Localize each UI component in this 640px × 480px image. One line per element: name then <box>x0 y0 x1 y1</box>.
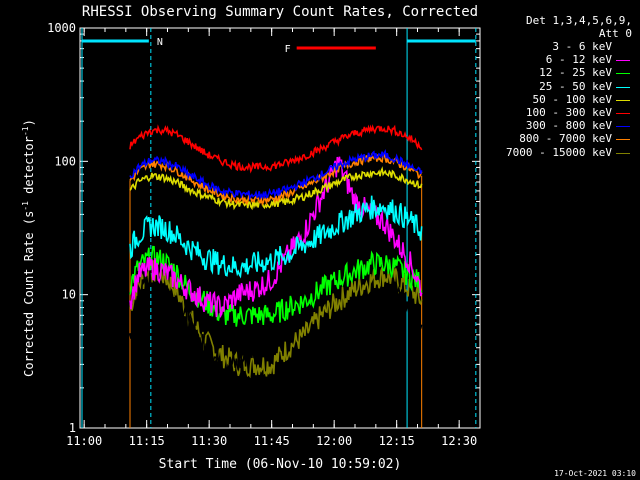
legend-entry: 6 - 12 keV <box>545 53 612 67</box>
legend-entry: 7000 - 15000 keV <box>506 145 612 159</box>
footer-date: 17-Oct-2021 03:10 <box>554 469 636 478</box>
x-tick-label: 12:30 <box>441 434 477 448</box>
legend-swatch <box>616 73 630 75</box>
series-line-3 <box>129 195 423 279</box>
series-line-7 <box>129 152 423 206</box>
legend-entry: 800 - 7000 keV <box>519 132 612 146</box>
axis-ticks: 1 10 100 1000 11:00 11:15 11:30 11:45 12:00 12:15… <box>47 21 481 448</box>
y-tick-label: 1000 <box>47 21 76 35</box>
series-line-0 <box>129 157 423 375</box>
legend-entry: 50 - 100 keV <box>532 92 612 106</box>
series-line-2 <box>129 245 423 327</box>
y-tick-label: 1 <box>69 421 76 435</box>
plot-frame <box>79 27 481 429</box>
legend-entry: 100 - 300 keV <box>525 106 612 119</box>
legend-swatch <box>616 86 630 88</box>
x-tick-label: 11:45 <box>254 434 290 448</box>
legend-swatch <box>616 139 630 141</box>
legend-swatch <box>616 113 630 114</box>
x-tick-label: 11:15 <box>129 434 165 448</box>
legend-header-detectors: Det 1,3,4,5,6,9, <box>526 14 632 27</box>
y-tick-label: 100 <box>54 154 76 168</box>
x-tick-label: 12:15 <box>379 434 415 448</box>
legend-header-attenuator: Att 0 <box>598 27 632 40</box>
plot-border <box>79 27 481 429</box>
x-axis-label: Start Time (06-Nov-10 10:59:02) <box>159 457 402 472</box>
x-tick-label: 11:00 <box>66 434 102 448</box>
legend-entry: 25 - 50 keV <box>539 79 612 93</box>
chart-title: RHESSI Observing Summary Count Rates, Co… <box>82 4 478 20</box>
x-tick-label: 11:30 <box>191 434 227 448</box>
night-label: N <box>157 37 163 48</box>
y-tick-label: 10 <box>62 288 76 302</box>
legend-swatch <box>616 152 630 154</box>
legend-swatch <box>616 126 630 128</box>
legend-swatch <box>616 47 630 48</box>
legend-entry: 300 - 800 keV <box>525 119 612 133</box>
legend-entry: 3 - 6 keV <box>552 40 612 53</box>
flare-label: F <box>285 44 291 55</box>
series-line-8 <box>129 259 423 379</box>
series-lines <box>129 124 423 379</box>
legend-swatch <box>616 99 630 101</box>
legend-entry: 12 - 25 keV <box>539 66 612 80</box>
series-line-4 <box>129 166 423 211</box>
legend-swatch <box>616 60 630 62</box>
x-tick-label: 12:00 <box>316 434 352 448</box>
y-axis-label: Corrected Count Rate (s-1 detector-1) <box>21 119 36 377</box>
series-line-6 <box>129 148 423 201</box>
series-line-5 <box>129 124 423 174</box>
